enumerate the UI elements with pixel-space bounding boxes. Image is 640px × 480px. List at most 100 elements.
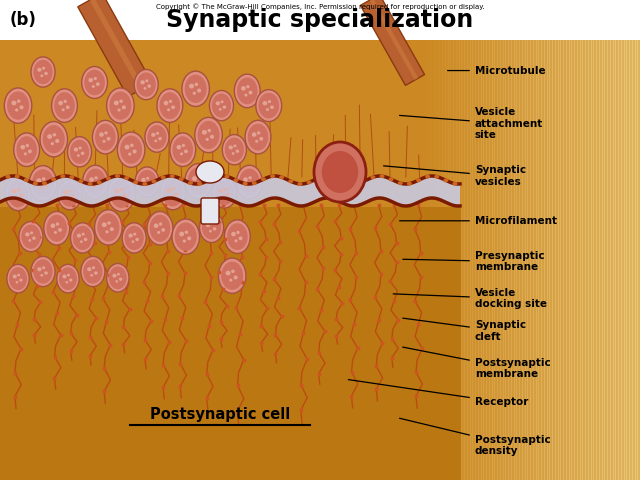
- Ellipse shape: [435, 175, 439, 179]
- Ellipse shape: [15, 108, 19, 111]
- Bar: [637, 0, 640, 480]
- Bar: [497, 0, 500, 480]
- Ellipse shape: [222, 134, 246, 165]
- Ellipse shape: [66, 106, 70, 109]
- Ellipse shape: [122, 106, 126, 109]
- Ellipse shape: [31, 57, 55, 87]
- Ellipse shape: [245, 120, 271, 154]
- Ellipse shape: [147, 211, 173, 245]
- Ellipse shape: [32, 169, 54, 197]
- Ellipse shape: [175, 223, 196, 251]
- Ellipse shape: [28, 149, 32, 153]
- Ellipse shape: [37, 68, 42, 72]
- Ellipse shape: [234, 240, 237, 242]
- Ellipse shape: [52, 89, 77, 122]
- Bar: [439, 0, 443, 480]
- Ellipse shape: [371, 175, 376, 179]
- Ellipse shape: [244, 94, 248, 96]
- Ellipse shape: [243, 177, 248, 182]
- Ellipse shape: [104, 131, 108, 134]
- Ellipse shape: [266, 108, 269, 111]
- Ellipse shape: [42, 266, 45, 269]
- Ellipse shape: [25, 232, 29, 237]
- Ellipse shape: [36, 178, 42, 183]
- Ellipse shape: [63, 275, 67, 278]
- Ellipse shape: [425, 175, 430, 179]
- Bar: [464, 0, 468, 480]
- Ellipse shape: [115, 280, 118, 283]
- Ellipse shape: [43, 125, 65, 153]
- Ellipse shape: [205, 138, 209, 141]
- Ellipse shape: [212, 227, 216, 230]
- Ellipse shape: [182, 144, 185, 147]
- Ellipse shape: [259, 137, 263, 141]
- Ellipse shape: [163, 180, 183, 206]
- Ellipse shape: [102, 140, 106, 143]
- Ellipse shape: [107, 88, 134, 123]
- Ellipse shape: [225, 271, 230, 276]
- Ellipse shape: [26, 144, 29, 147]
- Ellipse shape: [141, 178, 146, 182]
- Ellipse shape: [77, 154, 80, 157]
- Ellipse shape: [225, 220, 250, 253]
- Ellipse shape: [109, 266, 127, 289]
- Ellipse shape: [113, 274, 116, 277]
- Ellipse shape: [33, 259, 52, 284]
- Ellipse shape: [114, 101, 119, 105]
- Text: Receptor: Receptor: [348, 380, 528, 407]
- Ellipse shape: [40, 74, 44, 77]
- Ellipse shape: [146, 177, 149, 180]
- Ellipse shape: [40, 121, 67, 157]
- Ellipse shape: [99, 132, 104, 137]
- Bar: [634, 0, 638, 480]
- Ellipse shape: [122, 223, 146, 253]
- Ellipse shape: [150, 215, 170, 241]
- Ellipse shape: [88, 182, 93, 186]
- Ellipse shape: [316, 176, 321, 180]
- Ellipse shape: [106, 176, 111, 180]
- Ellipse shape: [81, 233, 84, 236]
- Ellipse shape: [179, 232, 184, 236]
- Ellipse shape: [117, 108, 121, 111]
- Ellipse shape: [252, 132, 257, 137]
- Ellipse shape: [44, 183, 49, 187]
- Ellipse shape: [189, 84, 194, 88]
- Bar: [560, 0, 564, 480]
- Bar: [489, 0, 493, 480]
- Ellipse shape: [136, 238, 139, 241]
- Ellipse shape: [380, 174, 385, 178]
- Ellipse shape: [131, 240, 134, 243]
- Ellipse shape: [58, 180, 82, 210]
- Ellipse shape: [236, 149, 239, 153]
- Ellipse shape: [228, 145, 233, 149]
- Ellipse shape: [256, 90, 282, 121]
- Bar: [572, 0, 575, 480]
- Bar: [472, 0, 476, 480]
- Ellipse shape: [92, 85, 95, 88]
- Ellipse shape: [324, 174, 330, 178]
- Bar: [566, 0, 570, 480]
- Ellipse shape: [19, 278, 22, 282]
- Ellipse shape: [193, 92, 196, 95]
- Ellipse shape: [234, 144, 237, 147]
- Ellipse shape: [30, 231, 33, 234]
- Ellipse shape: [398, 181, 403, 185]
- Ellipse shape: [15, 196, 19, 200]
- Ellipse shape: [202, 216, 221, 240]
- Text: Synaptic specialization: Synaptic specialization: [166, 8, 474, 32]
- Ellipse shape: [167, 108, 170, 111]
- Bar: [599, 0, 602, 480]
- Ellipse shape: [136, 72, 156, 96]
- Ellipse shape: [343, 180, 348, 184]
- Bar: [527, 0, 531, 480]
- Ellipse shape: [74, 147, 78, 152]
- Ellipse shape: [40, 274, 44, 276]
- Ellipse shape: [164, 101, 168, 105]
- Text: Vesicle
attachment
site: Vesicle attachment site: [399, 107, 543, 141]
- Ellipse shape: [37, 267, 42, 271]
- Ellipse shape: [67, 197, 70, 200]
- Ellipse shape: [179, 177, 184, 181]
- Ellipse shape: [71, 194, 74, 198]
- Bar: [607, 0, 611, 480]
- Ellipse shape: [79, 146, 82, 149]
